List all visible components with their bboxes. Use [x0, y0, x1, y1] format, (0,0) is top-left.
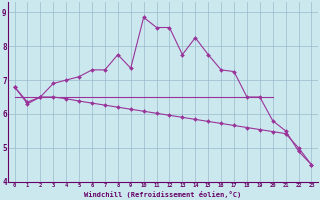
- X-axis label: Windchill (Refroidissement éolien,°C): Windchill (Refroidissement éolien,°C): [84, 191, 242, 198]
